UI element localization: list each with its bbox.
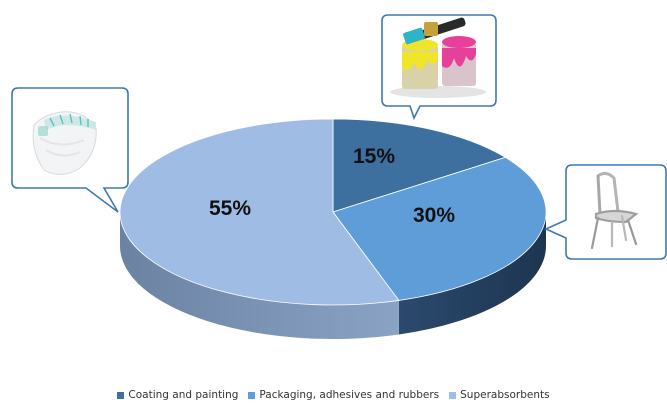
legend-item-superabsorbents: Superabsorbents bbox=[449, 389, 550, 401]
legend-item-coating: Coating and painting bbox=[117, 389, 238, 401]
pie-slice-superabsorbents bbox=[119, 118, 400, 306]
callout-diaper bbox=[11, 87, 129, 213]
chair-icon bbox=[590, 171, 639, 250]
pie-label-packaging: 30% bbox=[413, 204, 455, 227]
callout-chair bbox=[544, 164, 667, 260]
pie-slice-coating bbox=[332, 118, 507, 213]
legend-swatch-coating bbox=[117, 391, 125, 399]
pie-labels: 15% 30% 55% bbox=[209, 145, 455, 227]
pie-slice-packaging bbox=[332, 156, 547, 301]
legend-label-superabsorbents: Superabsorbents bbox=[460, 389, 550, 401]
chart-legend: Coating and painting Packaging, adhesive… bbox=[0, 388, 667, 402]
legend-swatch-superabsorbents bbox=[449, 391, 457, 399]
pie-side-superabsorbents bbox=[120, 212, 399, 339]
diaper-icon bbox=[32, 111, 97, 175]
pie-side-walls bbox=[120, 212, 546, 339]
legend-label-coating: Coating and painting bbox=[128, 389, 239, 401]
pie-top-slices bbox=[119, 118, 547, 306]
paint-cans-icon bbox=[390, 17, 486, 98]
pie-side-packaging bbox=[398, 212, 546, 335]
legend-swatch-packaging bbox=[248, 391, 256, 399]
legend-item-packaging: Packaging, adhesives and rubbers bbox=[248, 389, 439, 401]
pie-label-coating: 15% bbox=[353, 145, 395, 168]
callout-paint bbox=[381, 14, 497, 121]
legend-label-packaging: Packaging, adhesives and rubbers bbox=[259, 389, 440, 401]
pie-label-superabsorbents: 55% bbox=[209, 197, 251, 220]
